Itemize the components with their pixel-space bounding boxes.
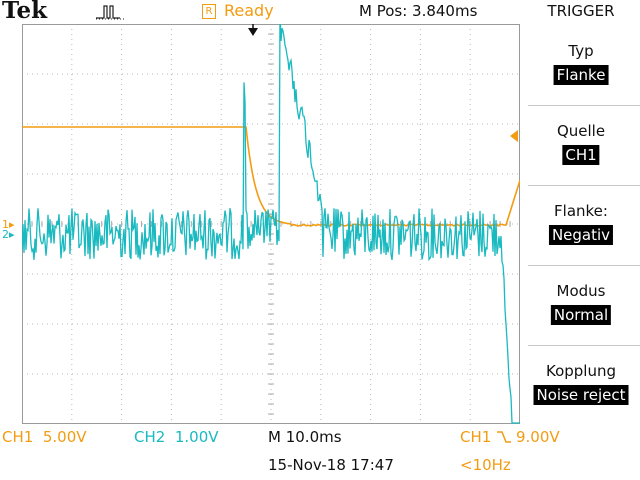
menu-item-value: Noise reject — [533, 385, 629, 405]
date-time: 15-Nov-18 17:47 — [268, 456, 394, 474]
trigger-position-marker[interactable] — [248, 24, 258, 36]
ch2-scale: CH2 1.00V — [134, 428, 219, 446]
menu-item-quelle[interactable]: Quelle CH1 — [522, 104, 640, 184]
menu-divider — [528, 265, 640, 266]
menu-item-typ[interactable]: Typ Flanke — [522, 24, 640, 104]
status-footer: CH1 5.00V CH2 1.00V M 10.0ms CH1 9.00V 1… — [0, 424, 640, 480]
ch2-ground-marker[interactable]: 2▸ — [2, 228, 15, 241]
menu-item-flanke[interactable]: Flanke: Negativ — [522, 184, 640, 264]
trigger-source: CH1 — [460, 428, 492, 446]
menu-item-label: Kopplung — [545, 362, 616, 380]
waveform-display — [22, 24, 520, 424]
ready-state-icon: R — [202, 4, 216, 19]
menu-item-value: Negativ — [548, 225, 614, 245]
ch2-waveform — [22, 24, 520, 424]
trigger-menu: TRIGGER Typ Flanke Quelle CH1 Flanke: Ne… — [522, 0, 640, 424]
trigger-level: 9.00V — [516, 428, 560, 446]
acquisition-state: Ready — [224, 1, 274, 20]
menu-divider — [528, 345, 640, 346]
brand-logo: Tek — [2, 0, 48, 24]
menu-item-label: Typ — [568, 42, 594, 60]
ch1-scale: CH1 5.00V — [2, 428, 87, 446]
ch1-waveform — [22, 126, 520, 227]
menu-item-value: Normal — [550, 305, 612, 325]
menu-item-label: Flanke: — [554, 202, 608, 220]
menu-item-modus[interactable]: Modus Normal — [522, 264, 640, 344]
menu-item-label: Modus — [556, 282, 606, 300]
main-position-readout: M Pos: 3.840ms — [359, 2, 478, 20]
menu-divider — [528, 105, 640, 106]
trigger-frequency: <10Hz — [460, 456, 511, 474]
menu-item-label: Quelle — [556, 122, 606, 140]
trigger-level-marker[interactable] — [510, 130, 518, 142]
pulse-icon — [96, 5, 126, 20]
menu-item-value: Flanke — [553, 65, 609, 85]
menu-divider — [528, 185, 640, 186]
falling-edge-icon — [497, 431, 511, 443]
ch1-ground-marker[interactable]: 1▸ — [2, 218, 15, 231]
timebase: M 10.0ms — [268, 428, 342, 446]
menu-item-value: CH1 — [562, 145, 600, 165]
menu-title: TRIGGER — [547, 2, 615, 20]
menu-item-kopplung[interactable]: Kopplung Noise reject — [522, 344, 640, 424]
status-header: Tek R Ready M Pos: 3.840ms — [0, 0, 520, 24]
